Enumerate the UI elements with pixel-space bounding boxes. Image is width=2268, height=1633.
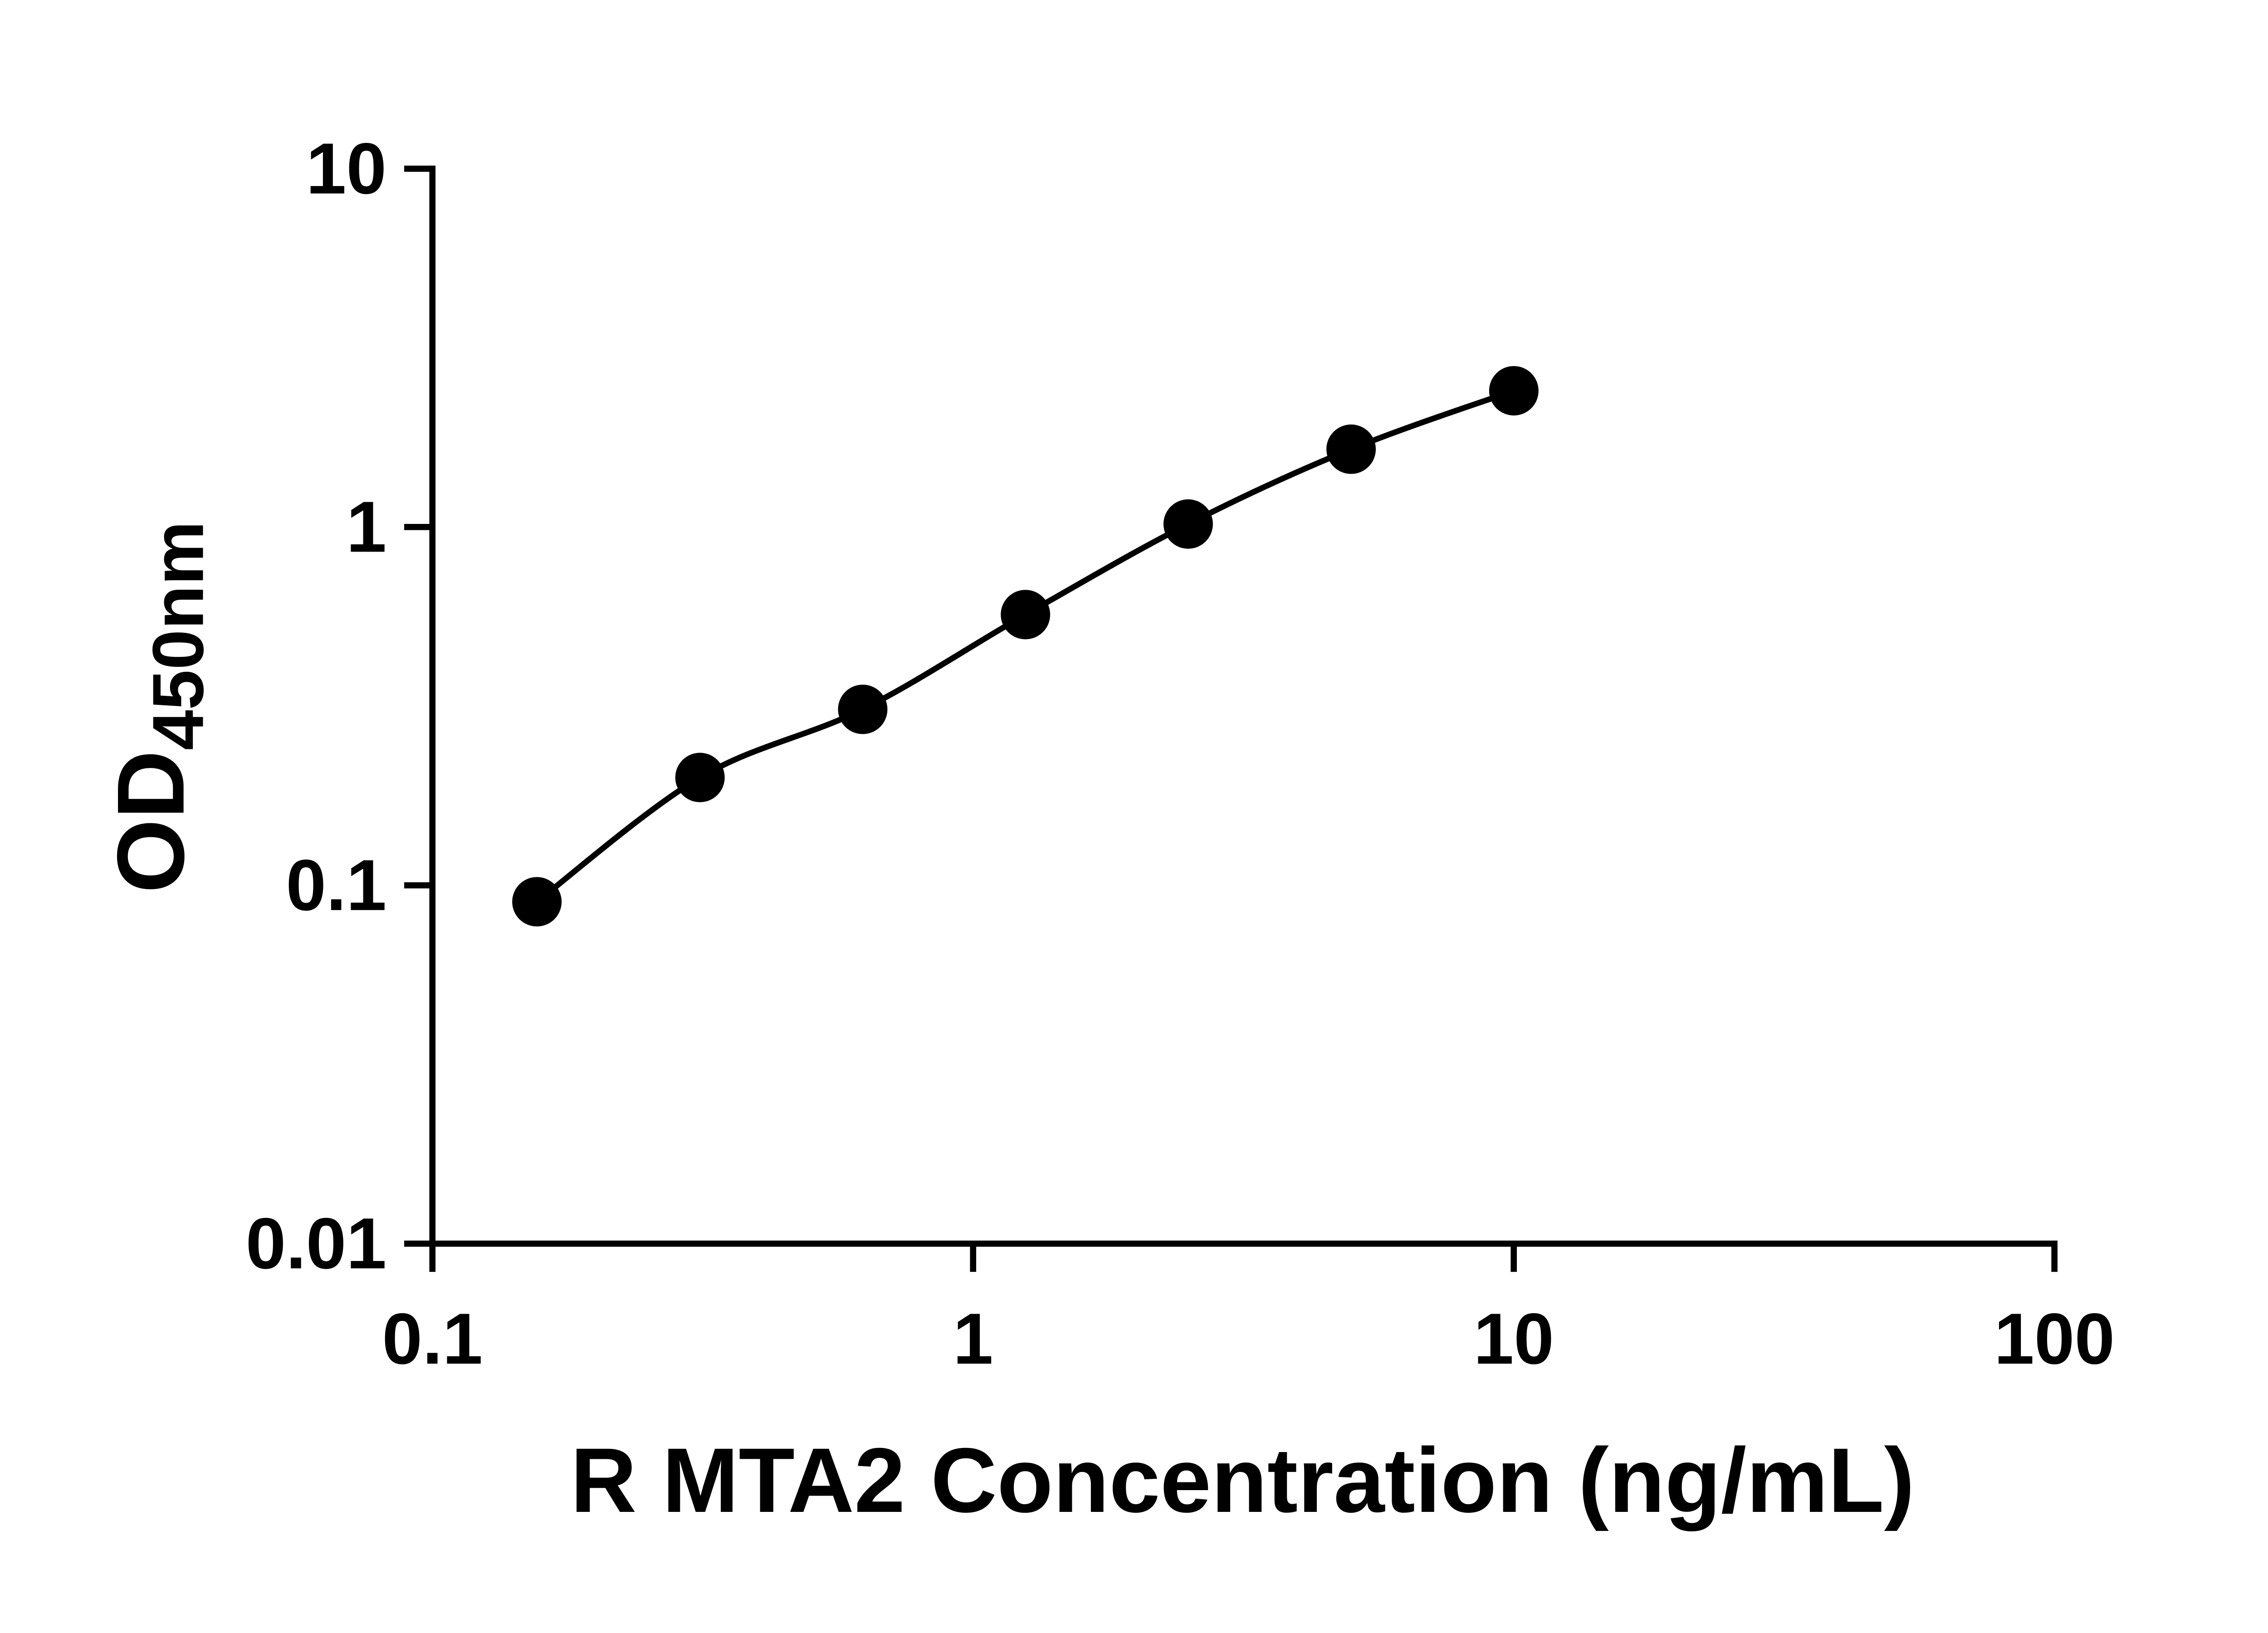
y-tick-label: 10 <box>306 128 386 209</box>
data-point <box>1001 590 1051 640</box>
x-tick-label: 1 <box>953 1298 993 1379</box>
axes-layer: 0.01 0.1 1 10 0.1 1 10 100 <box>246 128 2115 1379</box>
series-layer <box>512 366 1539 927</box>
data-point <box>512 877 562 927</box>
axis-frame <box>429 166 2058 1247</box>
data-point <box>1489 366 1539 416</box>
y-tick-label: 0.01 <box>246 1203 386 1284</box>
y-axis-title-subscript: 450nm <box>137 521 218 750</box>
y-axis-title: OD450nm <box>98 521 219 893</box>
y-tick-label: 0.1 <box>286 845 386 925</box>
data-point <box>1326 424 1376 474</box>
x-axis-title: R MTA2 Concentration (ng/mL) <box>571 1429 1915 1531</box>
y-tick-label: 1 <box>346 486 386 567</box>
y-axis-title-main: OD <box>98 750 204 893</box>
data-point <box>675 753 725 802</box>
x-tick-label: 100 <box>1994 1298 2115 1379</box>
data-point <box>1163 499 1213 549</box>
data-point <box>838 684 888 734</box>
x-tick-label: 0.1 <box>382 1298 483 1379</box>
x-tick-label: 10 <box>1474 1298 1554 1379</box>
